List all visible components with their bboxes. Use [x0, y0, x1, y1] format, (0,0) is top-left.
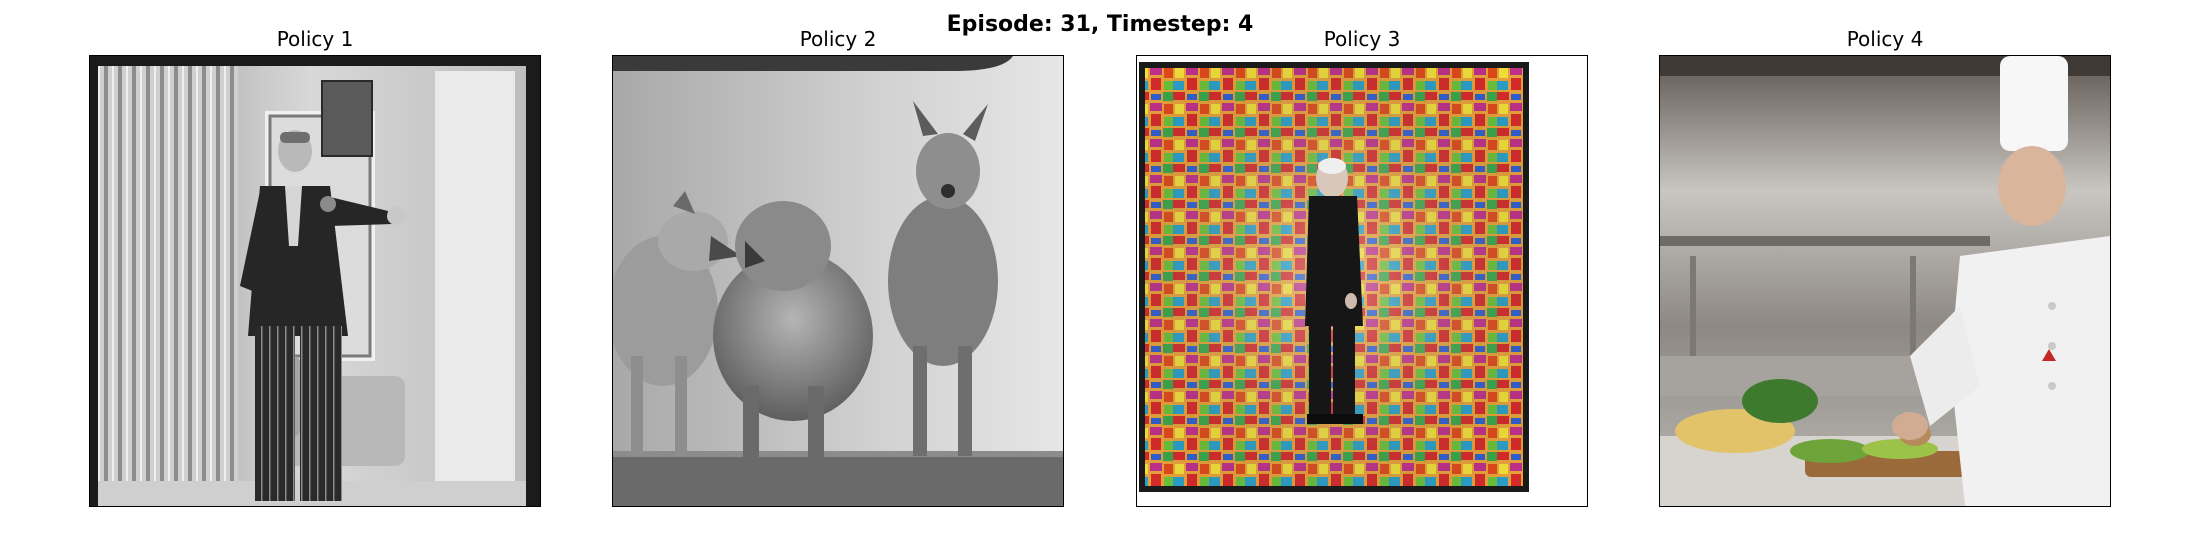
panel-policy-1-image — [89, 55, 541, 507]
panel-policy-3-image — [1136, 55, 1588, 507]
panel-policy-2-image — [612, 55, 1064, 507]
policy-3-photo — [1137, 56, 1587, 506]
panel-title-policy-3: Policy 3 — [1323, 27, 1401, 51]
policy-4-photo — [1660, 56, 2110, 506]
figure-title: Episode: 31, Timestep: 4 — [946, 12, 1254, 37]
policy-1-photo — [90, 56, 540, 506]
panel-title-policy-4: Policy 4 — [1846, 27, 1924, 51]
policy-2-photo — [613, 56, 1063, 506]
panel-title-policy-1: Policy 1 — [276, 27, 354, 51]
panel-title-policy-2: Policy 2 — [799, 27, 877, 51]
panel-policy-4-image — [1659, 55, 2111, 507]
